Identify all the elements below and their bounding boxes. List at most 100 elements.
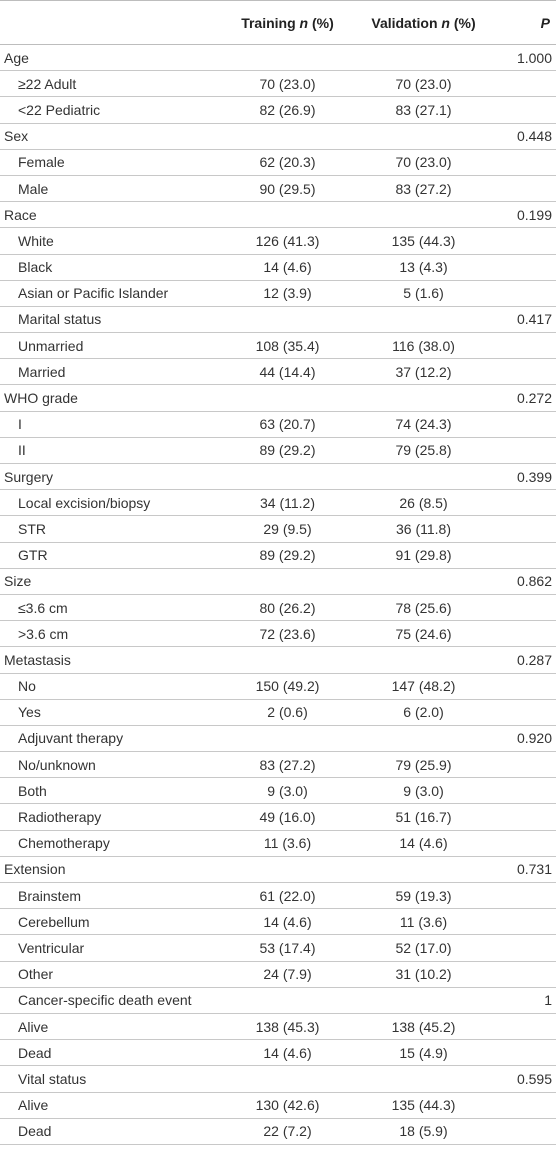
validation-value: 6 (2.0) [349, 699, 498, 726]
p-value [498, 620, 556, 648]
validation-value: 31 (10.2) [349, 961, 498, 988]
table-row: Local excision/biopsy 34 (11.2) 26 (8.5) [0, 489, 556, 517]
training-value [226, 384, 349, 412]
validation-value [349, 123, 498, 150]
row-label: Metastasis [0, 646, 226, 674]
validation-value: 36 (11.8) [349, 515, 498, 543]
header-row: Training n (%) Validation n (%) P [0, 0, 556, 45]
table-row: Dead 14 (4.6) 15 (4.9) [0, 1039, 556, 1067]
p-value [498, 437, 556, 465]
table-row: Alive 130 (42.6) 135 (44.3) [0, 1092, 556, 1119]
training-value: 53 (17.4) [226, 934, 349, 962]
training-value: 62 (20.3) [226, 149, 349, 176]
header-validation-n: n [441, 14, 450, 31]
table-row: Black 14 (4.6) 13 (4.3) [0, 254, 556, 281]
table-row: Both 9 (3.0) 9 (3.0) [0, 777, 556, 805]
validation-value [349, 306, 498, 334]
validation-value [349, 646, 498, 674]
training-value: 72 (23.6) [226, 620, 349, 648]
validation-value: 9 (3.0) [349, 777, 498, 805]
p-value [498, 332, 556, 360]
validation-value: 26 (8.5) [349, 489, 498, 517]
p-value [498, 227, 556, 255]
header-variable [0, 0, 226, 45]
header-training-n: n [299, 14, 309, 31]
p-value: 0.272 [498, 384, 556, 412]
validation-value: 59 (19.3) [349, 882, 498, 910]
training-value: 9 (3.0) [226, 777, 349, 805]
row-label: Size [0, 568, 226, 595]
table-row: Surgery 0.399 [0, 463, 556, 491]
row-label: >3.6 cm [0, 620, 226, 648]
p-value [498, 699, 556, 726]
p-value: 0.448 [498, 123, 556, 150]
validation-value: 15 (4.9) [349, 1039, 498, 1067]
training-value: 80 (26.2) [226, 594, 349, 622]
p-value [498, 594, 556, 622]
header-training-label: Training [241, 14, 300, 31]
p-value [498, 961, 556, 988]
training-value: 130 (42.6) [226, 1092, 349, 1119]
training-value: 24 (7.9) [226, 961, 349, 988]
p-value [498, 149, 556, 176]
row-label: Male [0, 175, 226, 203]
row-label: Black [0, 254, 226, 281]
row-label: Extension [0, 856, 226, 884]
row-label: Radiotherapy [0, 803, 226, 831]
training-value [226, 987, 349, 1014]
table-row: Age 1.000 [0, 44, 556, 72]
validation-value: 14 (4.6) [349, 830, 498, 857]
training-value [226, 856, 349, 884]
training-value: 90 (29.5) [226, 175, 349, 203]
row-label: Local excision/biopsy [0, 489, 226, 517]
p-value [498, 830, 556, 857]
table-body: Age 1.000 ≥22 Adult 70 (23.0) 70 (23.0) <22 P… [0, 44, 556, 1145]
row-label: II [0, 437, 226, 465]
row-label: Married [0, 358, 226, 386]
training-value [226, 1065, 349, 1093]
table-row: Cancer-specific death event 1 [0, 987, 556, 1014]
p-value [498, 1039, 556, 1067]
validation-value [349, 856, 498, 884]
validation-value [349, 201, 498, 229]
training-value [226, 123, 349, 150]
training-value: 61 (22.0) [226, 882, 349, 910]
row-label: Asian or Pacific Islander [0, 280, 226, 307]
row-label: STR [0, 515, 226, 543]
table-row: Metastasis 0.287 [0, 646, 556, 674]
training-value: 14 (4.6) [226, 908, 349, 936]
training-value: 2 (0.6) [226, 699, 349, 726]
validation-value: 70 (23.0) [349, 70, 498, 98]
row-label: Marital status [0, 306, 226, 334]
validation-value [349, 384, 498, 412]
table-container: Training n (%) Validation n (%) P Age 1.0… [0, 0, 556, 1145]
validation-value [349, 987, 498, 1014]
row-label: ≥22 Adult [0, 70, 226, 98]
p-value: 0.417 [498, 306, 556, 334]
training-value: 14 (4.6) [226, 1039, 349, 1067]
p-value [498, 751, 556, 779]
row-label: Adjuvant therapy [0, 725, 226, 753]
p-value [498, 1118, 556, 1145]
table-row: II 89 (29.2) 79 (25.8) [0, 437, 556, 465]
validation-value: 52 (17.0) [349, 934, 498, 962]
validation-value: 138 (45.2) [349, 1013, 498, 1041]
table-row: Radiotherapy 49 (16.0) 51 (16.7) [0, 803, 556, 831]
validation-value: 51 (16.7) [349, 803, 498, 831]
validation-value: 11 (3.6) [349, 908, 498, 936]
row-label: Vital status [0, 1065, 226, 1093]
p-value [498, 777, 556, 805]
p-value: 0.399 [498, 463, 556, 491]
p-value [498, 254, 556, 281]
data-table: Training n (%) Validation n (%) P Age 1.0… [0, 0, 556, 1145]
training-value: 82 (26.9) [226, 96, 349, 124]
table-row: Sex 0.448 [0, 123, 556, 150]
table-row: Ventricular 53 (17.4) 52 (17.0) [0, 934, 556, 962]
table-row: Unmarried 108 (35.4) 116 (38.0) [0, 332, 556, 360]
row-label: Yes [0, 699, 226, 726]
table-row: Extension 0.731 [0, 856, 556, 884]
validation-value: 79 (25.9) [349, 751, 498, 779]
p-value [498, 411, 556, 438]
row-label: Race [0, 201, 226, 229]
p-value: 0.862 [498, 568, 556, 595]
